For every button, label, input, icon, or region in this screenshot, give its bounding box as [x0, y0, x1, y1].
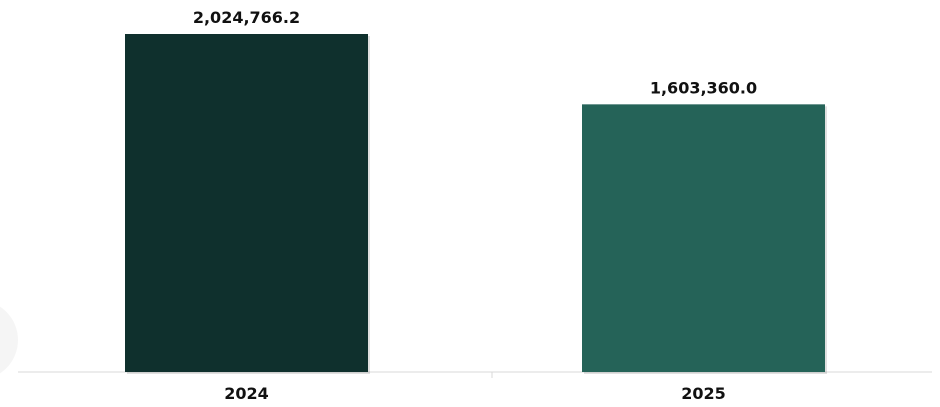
value-labels-group: 2,024,766.2 1,603,360.0 — [193, 8, 757, 97]
data-label-2024: 2,024,766.2 — [193, 8, 300, 27]
x-tick-label-2025: 2025 — [681, 384, 726, 403]
data-label-2025: 1,603,360.0 — [650, 78, 757, 97]
bar-2024[interactable] — [125, 34, 368, 372]
x-tick-label-2024: 2024 — [224, 384, 269, 403]
bar-2025[interactable] — [582, 104, 825, 372]
x-tick-labels-group: 2024 2025 — [224, 384, 726, 403]
bars-group — [125, 34, 827, 374]
decorative-circle — [0, 306, 18, 374]
